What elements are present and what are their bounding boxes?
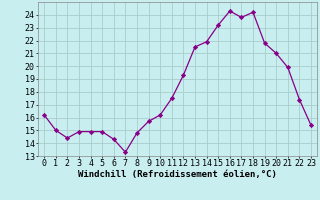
X-axis label: Windchill (Refroidissement éolien,°C): Windchill (Refroidissement éolien,°C) (78, 170, 277, 179)
